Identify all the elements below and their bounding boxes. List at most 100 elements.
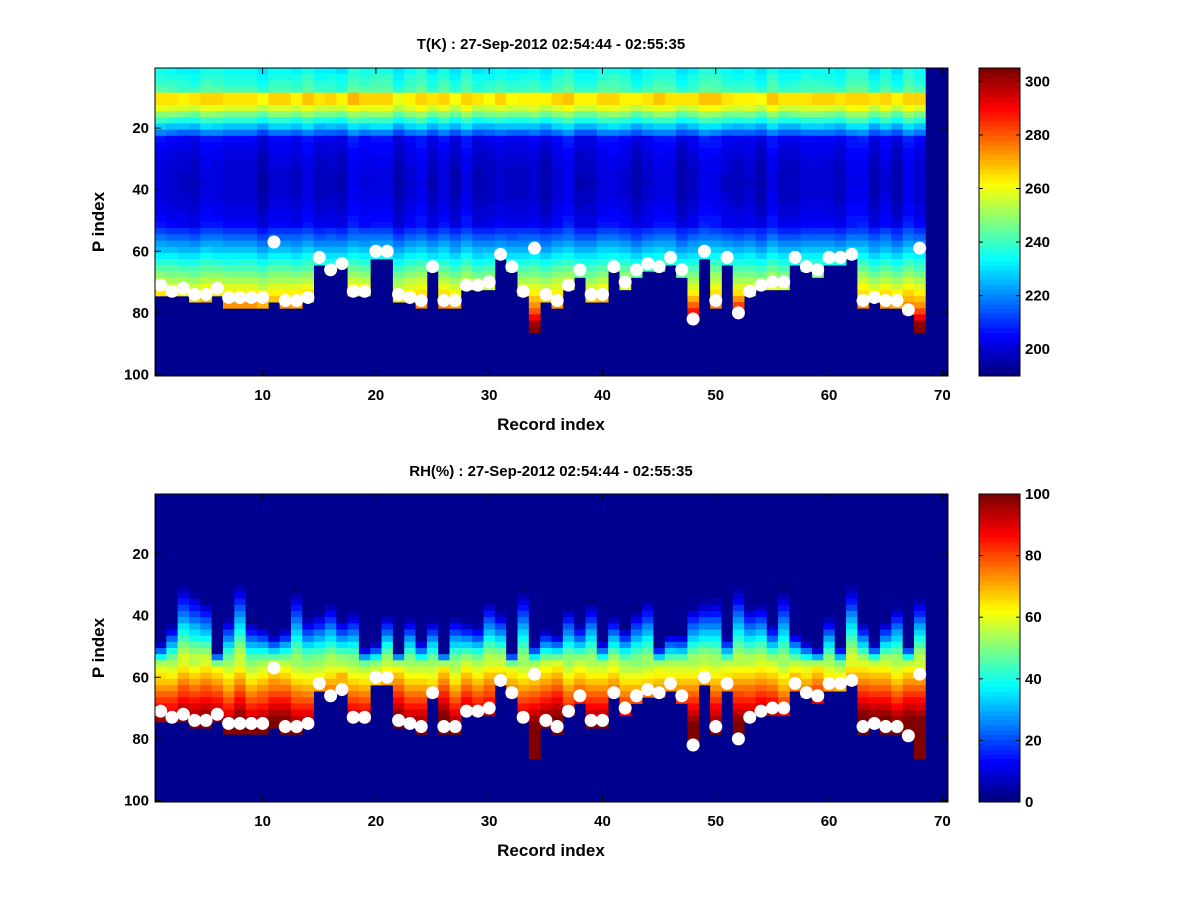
heat-cell: [665, 642, 677, 649]
heat-cell: [291, 697, 303, 704]
heat-cell: [529, 210, 541, 217]
heat-cell: [665, 154, 677, 161]
heat-cell: [597, 234, 609, 241]
heat-cell: [178, 173, 190, 180]
heat-cell: [563, 123, 575, 130]
heat-cell: [676, 185, 688, 192]
heat-cell: [846, 531, 858, 538]
heat-cell: [438, 117, 450, 124]
heat-cell: [687, 691, 699, 698]
heat-cell: [461, 568, 473, 575]
heat-cell: [710, 173, 722, 180]
heat-cell: [823, 500, 835, 507]
heat-cell: [552, 549, 564, 556]
heat-cell: [438, 574, 450, 581]
heat-cell: [257, 105, 269, 112]
heat-cell: [676, 148, 688, 155]
heat-cell: [166, 259, 178, 266]
heat-cell: [755, 240, 767, 247]
heat-cell: [461, 623, 473, 630]
heat-cell: [234, 593, 246, 600]
heat-cell: [665, 531, 677, 538]
heat-cell: [903, 93, 915, 100]
heat-cell: [189, 549, 201, 556]
heat-cell: [427, 666, 439, 673]
heat-cell: [699, 599, 711, 606]
heat-cell: [631, 93, 643, 100]
heat-cell: [665, 599, 677, 606]
heat-cell: [585, 136, 597, 143]
heat-cell: [540, 99, 552, 106]
heat-cell: [336, 99, 348, 106]
heat-cell: [518, 93, 530, 100]
heat-cell: [812, 86, 824, 93]
heat-cell: [359, 160, 371, 167]
heat-cell: [348, 605, 360, 612]
heat-cell: [246, 593, 258, 600]
heat-cell: [223, 617, 235, 624]
heat-cell: [903, 80, 915, 87]
heat-cell: [823, 228, 835, 235]
heat-cell: [687, 210, 699, 217]
heat-cell: [393, 574, 405, 581]
heat-cell: [903, 265, 915, 272]
heat-cell: [302, 265, 314, 272]
heat-cell: [484, 111, 496, 118]
heat-cell: [291, 173, 303, 180]
heat-cell: [857, 179, 869, 186]
heat-cell: [563, 654, 575, 661]
heat-cell: [280, 80, 292, 87]
heat-cell: [427, 148, 439, 155]
heat-cell: [450, 117, 462, 124]
heat-cell: [234, 160, 246, 167]
heat-cell: [710, 648, 722, 655]
heat-cell: [552, 80, 564, 87]
heat-cell: [642, 228, 654, 235]
heat-cell: [404, 630, 416, 637]
heat-cell: [642, 86, 654, 93]
heat-cell: [585, 277, 597, 284]
heat-cell: [699, 500, 711, 507]
heat-cell: [574, 216, 586, 223]
heat-cell: [733, 160, 745, 167]
heat-cell: [653, 586, 665, 593]
heat-cell: [823, 556, 835, 563]
heat-cell: [710, 228, 722, 235]
heat-cell: [189, 111, 201, 118]
heat-cell: [212, 271, 224, 278]
heat-cell: [903, 154, 915, 161]
heat-cell: [450, 537, 462, 544]
heat-cell: [767, 660, 779, 667]
heat-cell: [597, 271, 609, 278]
heat-cell: [200, 636, 212, 643]
heat-cell: [314, 167, 326, 174]
heat-cell: [370, 154, 382, 161]
heat-cell: [518, 154, 530, 161]
colorbar-segment: [979, 227, 1020, 232]
heat-cell: [574, 234, 586, 241]
heat-cell: [280, 500, 292, 507]
heat-cell: [280, 630, 292, 637]
heat-cell: [178, 642, 190, 649]
heat-cell: [370, 537, 382, 544]
heat-cell: [234, 531, 246, 538]
heat-cell: [597, 531, 609, 538]
heat-cell: [812, 586, 824, 593]
heat-cell: [257, 277, 269, 284]
heat-cell: [268, 253, 280, 260]
heat-cell: [518, 673, 530, 680]
heat-cell: [506, 562, 518, 569]
heat-cell: [529, 636, 541, 643]
record-column: [359, 68, 371, 296]
heat-cell: [676, 580, 688, 587]
heat-cell: [472, 685, 484, 692]
heat-cell: [812, 617, 824, 624]
heat-cell: [234, 537, 246, 544]
heat-cell: [721, 216, 733, 223]
heat-cell: [801, 160, 813, 167]
heat-cell: [212, 494, 224, 501]
heat-cell: [416, 617, 428, 624]
surface-marker: [891, 294, 904, 307]
heat-cell: [585, 130, 597, 137]
heat-cell: [280, 599, 292, 606]
